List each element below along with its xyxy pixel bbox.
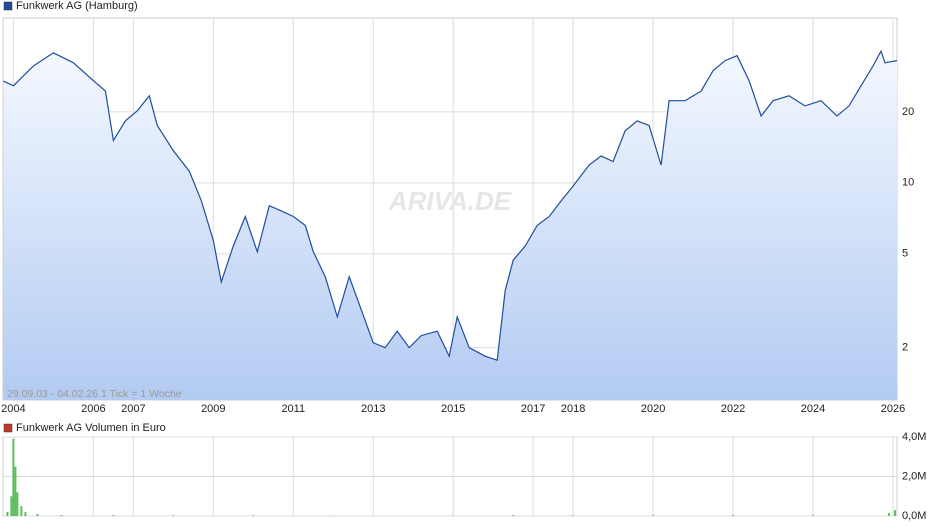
y-tick-label: 5 xyxy=(902,248,908,260)
watermark: ARIVA.DE xyxy=(388,186,512,216)
annotation: 29.09.03 - 04.02.26 1 Tick = 1 Woche xyxy=(7,388,182,400)
volume-bar xyxy=(12,438,15,516)
volume-bar xyxy=(6,512,9,516)
legend-label: Funkwerk AG Volumen in Euro xyxy=(16,422,166,434)
volume-bar xyxy=(812,515,815,516)
x-tick-label: 2017 xyxy=(521,403,545,415)
volume-bar xyxy=(172,515,175,516)
volume-bar xyxy=(252,515,255,516)
y-tick-label: 10 xyxy=(902,177,914,189)
volume-bar xyxy=(888,513,891,516)
y-tick-label: 20 xyxy=(902,106,914,118)
volume-bar xyxy=(894,510,897,516)
volume-bar xyxy=(14,466,17,516)
volume-bar xyxy=(10,496,13,516)
legend-swatch xyxy=(3,1,13,11)
volume-bar xyxy=(652,515,655,516)
x-tick-label: 2018 xyxy=(561,403,585,415)
y-tick-label: 0,0M xyxy=(902,510,926,522)
x-tick-label: 2006 xyxy=(81,403,105,415)
volume-bar xyxy=(60,515,63,516)
x-tick-label: 2009 xyxy=(201,403,225,415)
x-tick-label: 2011 xyxy=(281,403,305,415)
volume-bar xyxy=(20,506,23,516)
volume-bar xyxy=(36,514,39,516)
volume-bar xyxy=(24,512,27,516)
x-tick-label: 2020 xyxy=(641,403,665,415)
volume-bar xyxy=(112,515,115,516)
x-tick-label: 2013 xyxy=(361,403,385,415)
x-tick-label: 2015 xyxy=(441,403,465,415)
legend-swatch xyxy=(3,423,13,433)
x-tick-label: 2007 xyxy=(121,403,145,415)
price-line xyxy=(3,49,898,362)
y-tick-label: 4,0M xyxy=(902,431,926,443)
x-tick-label: 2026 xyxy=(881,403,905,415)
volume-bar xyxy=(732,515,735,516)
volume-bar xyxy=(512,515,515,516)
x-tick-label: 2024 xyxy=(801,403,825,415)
x-tick-label: 2022 xyxy=(721,403,745,415)
y-tick-label: 2,0M xyxy=(902,470,926,482)
area xyxy=(3,51,897,400)
legend-label: Funkwerk AG (Hamburg) xyxy=(16,0,138,12)
volume-bar xyxy=(16,492,19,516)
x-tick-label: 2004 xyxy=(1,403,25,415)
y-tick-label: 2 xyxy=(902,342,908,354)
volume-bar xyxy=(572,515,575,516)
